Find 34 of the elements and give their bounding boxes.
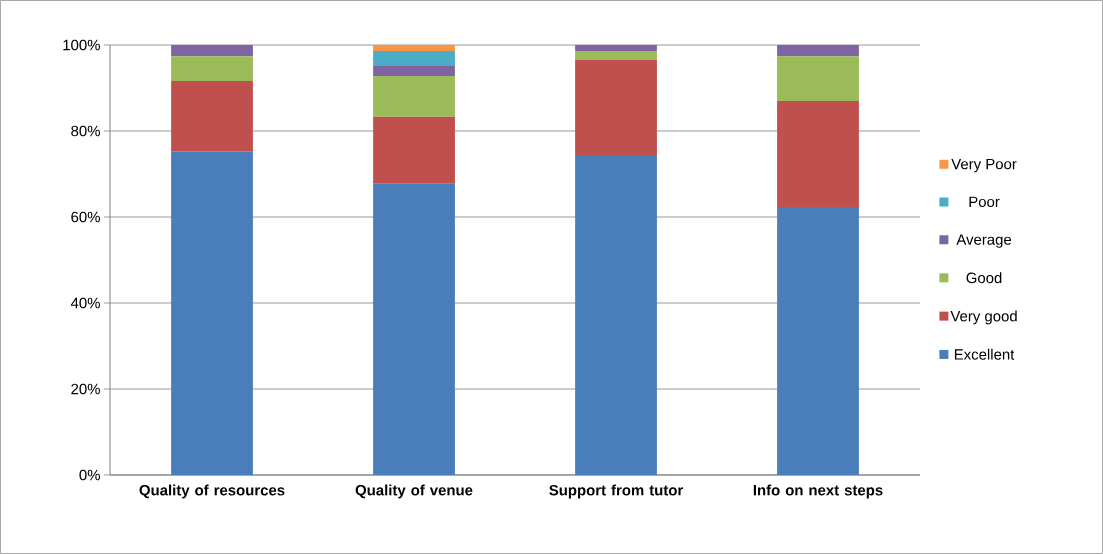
bar (373, 44, 455, 51)
x-tick-label: Quality of resources (139, 484, 285, 499)
bar (373, 66, 455, 76)
y-tick-label: 0% (79, 469, 100, 481)
bar (575, 51, 657, 61)
bar (777, 207, 859, 475)
x-tick-label: Quality of venue (355, 484, 473, 499)
x-tick-label: Info on next steps (753, 484, 883, 499)
x-tick-label: Support from tutor (549, 484, 684, 499)
legend-label: Very Poor (951, 158, 1017, 173)
y-tick-label: 20% (71, 383, 100, 395)
y-tick-label: 100% (63, 39, 100, 51)
bar (777, 44, 859, 57)
legend-label: Poor (969, 196, 1000, 208)
bar (171, 151, 253, 475)
legend-label: Average (956, 234, 1012, 248)
bar (575, 44, 657, 51)
legend-label: Very good (950, 310, 1017, 325)
legend-label: Good (966, 272, 1002, 284)
bar (777, 100, 859, 208)
bar (171, 81, 253, 152)
bar (575, 155, 657, 475)
bar (575, 60, 657, 156)
y-tick-label: 60% (71, 211, 100, 223)
bar (373, 183, 455, 475)
bar (171, 56, 253, 82)
bar (171, 44, 253, 57)
bar (373, 51, 455, 67)
bar (777, 56, 859, 101)
bar (373, 116, 455, 184)
y-tick-label: 40% (70, 297, 100, 309)
y-tick-label: 80% (71, 125, 100, 137)
legend-label: Excellent (954, 348, 1015, 360)
bar (373, 75, 455, 117)
